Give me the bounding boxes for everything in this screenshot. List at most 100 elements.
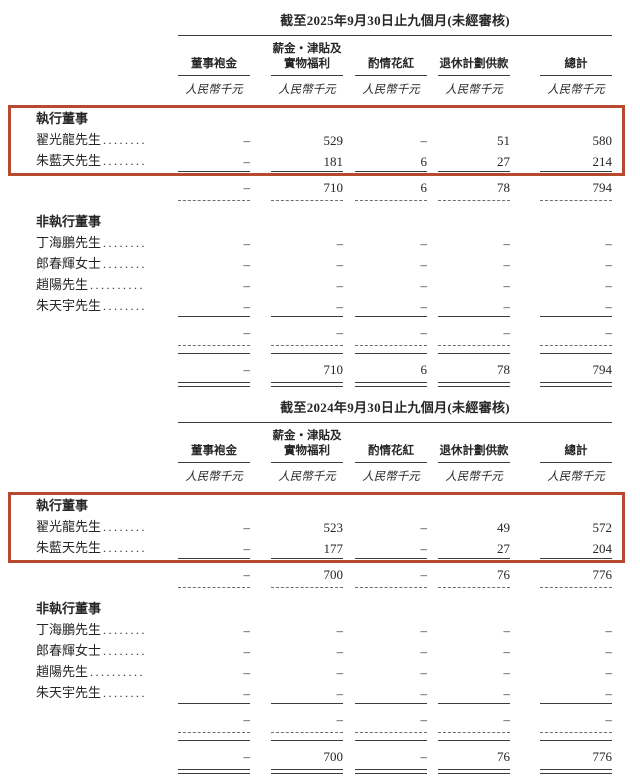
director-name-cell: 丁海鵬先生........ (36, 232, 178, 254)
value-cell: – (343, 129, 428, 151)
column-header-cell: 薪金‧津貼及 實物福利 (250, 42, 343, 76)
value: – (243, 132, 251, 148)
column-header-line: 酌情花紅 (368, 58, 414, 70)
value: 204 (592, 540, 613, 556)
value: – (420, 540, 428, 556)
rule-spacer (36, 769, 178, 776)
double-rule (178, 382, 250, 387)
value: – (243, 235, 251, 251)
director-name: 丁海鵬先生 (36, 235, 102, 250)
currency-unit-label: 人民幣千元 (445, 470, 503, 483)
value-cell: 78 (427, 360, 510, 380)
dot-leader: .......... (90, 278, 146, 292)
value: 529 (323, 132, 344, 148)
rule-cell (250, 382, 343, 389)
column-header-row: 董事袍金 薪金‧津貼及 實物福利 酌情花紅 退休計劃供款 總計 (36, 42, 612, 76)
rule-spacer (36, 200, 178, 205)
value-cell: – (178, 150, 251, 172)
period-title-row: 截至2024年9月30日止九個月(未經審核) (36, 397, 612, 423)
sum-rule (540, 171, 612, 172)
rule-cell (250, 171, 343, 176)
director-name-cell: 丁海鵬先生........ (36, 619, 178, 641)
spacer (36, 397, 178, 423)
rule-cell (178, 171, 250, 176)
value: 794 (592, 362, 613, 377)
value-cell: – (178, 661, 251, 683)
rule-cell (343, 200, 427, 205)
value-cell: 49 (427, 516, 510, 538)
rule-cell (427, 769, 510, 776)
rule-cell (343, 587, 427, 592)
rule-cell (427, 732, 510, 737)
rule-cell (343, 703, 427, 708)
rule-cell (178, 732, 250, 737)
value: – (420, 298, 428, 314)
value-cell: – (510, 295, 613, 317)
currency-unit-row: 人民幣千元 人民幣千元 人民幣千元 人民幣千元 人民幣千元 (36, 465, 612, 486)
value: 572 (592, 519, 613, 535)
section-header-row: 非執行董事 (36, 211, 612, 232)
value-cell: – (343, 274, 428, 296)
pre-total-rule (178, 353, 250, 354)
spacer (36, 465, 178, 486)
value: 6 (420, 362, 428, 377)
value-cell: – (343, 640, 428, 662)
dashed-rule (271, 345, 343, 346)
section-header-row: 非執行董事 (36, 598, 612, 619)
value-cell: – (178, 178, 251, 198)
value-cell: – (427, 682, 511, 704)
value: 580 (592, 132, 613, 148)
value: – (503, 622, 511, 638)
column-header-line: 董事袍金 (191, 58, 237, 70)
rule-cell (250, 316, 343, 321)
value: 76 (497, 567, 510, 582)
double-rule (271, 382, 343, 387)
subtotal-row: – – – – – (36, 710, 613, 730)
sum-rule (271, 558, 343, 559)
value-cell: – (178, 747, 251, 767)
value-cell: – (250, 274, 344, 296)
value-cell: – (178, 537, 251, 559)
rule-cell (510, 769, 612, 776)
rule-cell (427, 558, 510, 563)
director-name-cell: 朱藍天先生........ (36, 537, 178, 559)
director-row: 丁海鵬先生........ – – – – – (36, 232, 612, 253)
value-cell: – (178, 565, 251, 585)
section-header: 執行董事 (36, 111, 89, 126)
value-cell: 76 (427, 747, 510, 767)
director-name-cell: 趙陽先生.......... (36, 274, 178, 296)
value-cell: – (343, 516, 428, 538)
column-header-line: 總計 (564, 445, 588, 457)
period-title: 截至2024年9月30日止九個月(未經審核) (280, 400, 510, 415)
value-cell: 6 (343, 150, 428, 172)
value: – (503, 256, 511, 272)
director-row: 郎春輝女士........ – – – – – (36, 640, 612, 661)
value: – (243, 643, 251, 659)
double-rule (355, 382, 427, 387)
director-name: 朱藍天先生 (36, 153, 102, 168)
value: – (503, 235, 511, 251)
column-header-cell: 董事袍金 (178, 42, 250, 76)
value: – (243, 325, 251, 340)
director-name: 翟光龍先生 (36, 132, 102, 147)
pre-total-rule (438, 740, 510, 741)
sum-rule (178, 703, 250, 704)
currency-unit-label: 人民幣千元 (278, 83, 336, 96)
rule-cell (343, 171, 427, 176)
column-header-line: 退休計劃供款 (439, 58, 509, 70)
rule-cell (510, 200, 612, 205)
value: 700 (323, 749, 344, 764)
pre-total-rule (178, 740, 250, 741)
rule-cell (510, 703, 612, 708)
rule-cell (178, 703, 250, 708)
rule-cell (250, 587, 343, 592)
value: – (420, 712, 428, 727)
rule-cell (510, 353, 612, 358)
value-cell: – (250, 295, 344, 317)
total-row: – 700 – 76 776 (36, 747, 613, 767)
period-title: 截至2025年9月30日止九個月(未經審核) (280, 13, 510, 28)
director-name: 朱藍天先生 (36, 540, 102, 555)
rule-cell (250, 703, 343, 708)
double-rule (178, 769, 250, 774)
rule-cell (343, 316, 427, 321)
